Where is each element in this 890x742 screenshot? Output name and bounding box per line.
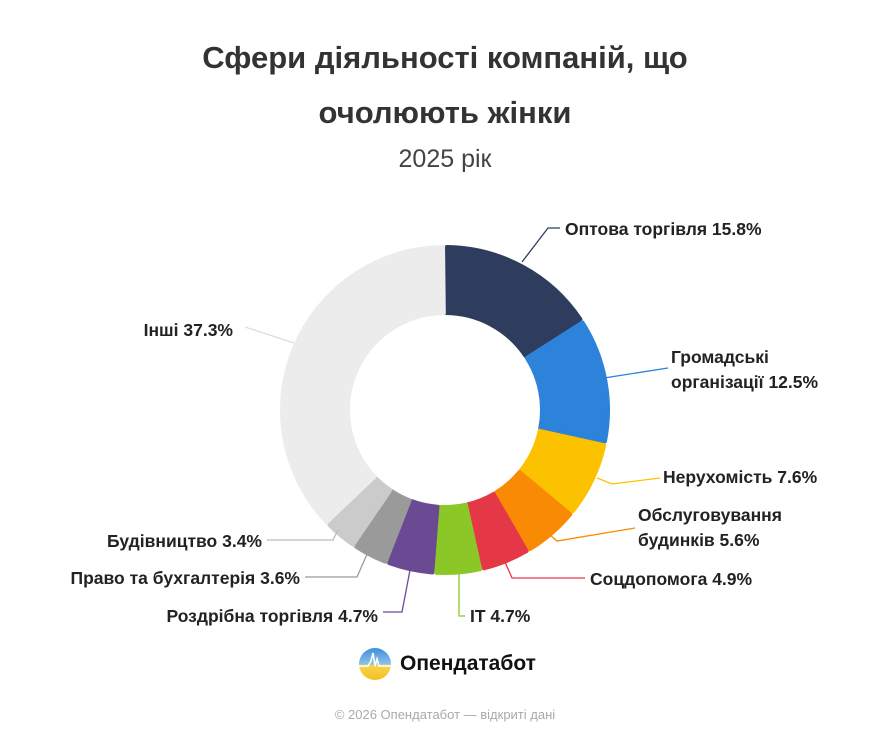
slice-громадські-організації <box>524 320 610 444</box>
label-ngo-line1: Громадські <box>671 347 769 367</box>
label-other: Інші 37.3% <box>143 320 233 340</box>
title-line-2: очолюють жінки <box>318 95 572 130</box>
label-real-estate: Нерухомість 7.6% <box>663 467 818 487</box>
slice-роздрібна-торгівля <box>387 499 440 575</box>
chart-title: Сфери діяльності компаній, що очолюють ж… <box>0 30 890 140</box>
leader-line-0 <box>521 227 560 263</box>
label-it: IT 4.7% <box>470 606 531 626</box>
title-line-1: Сфери діяльності компаній, що <box>202 40 688 75</box>
slice-право-та-бухгалтерія <box>354 489 412 564</box>
leader-line-6 <box>383 569 411 613</box>
slice-it <box>434 502 483 575</box>
slice-обслуговування-будинків <box>493 470 573 552</box>
slice-соцдопомога <box>466 491 529 571</box>
leader-line-4 <box>504 561 585 579</box>
label-social-aid: Соцдопомога 4.9% <box>590 569 753 589</box>
slice-оптова-торгівля <box>444 245 583 358</box>
leader-line-1 <box>603 367 669 379</box>
brand: Опендатабот <box>358 647 536 681</box>
slice-нерухомість <box>518 428 607 514</box>
leader-line-2 <box>596 477 661 485</box>
label-retail: Роздрібна торгівля 4.7% <box>166 606 378 626</box>
label-building-services-line1: Обслуговування <box>638 505 782 525</box>
footer-text: © 2026 Опендатабот — відкриті дані <box>334 707 556 722</box>
label-construction: Будівництво 3.4% <box>107 531 262 551</box>
leader-line-8 <box>267 529 339 541</box>
brand-name: Опендатабот <box>400 652 536 675</box>
slice-будівництво <box>327 476 393 547</box>
label-building-services: Обслуговування будинків 5.6% <box>638 503 782 553</box>
leader-line-5 <box>458 572 465 617</box>
leader-line-3 <box>549 527 636 542</box>
label-wholesale: Оптова торгівля 15.8% <box>565 219 762 239</box>
label-law-accounting: Право та бухгалтерія 3.6% <box>70 568 300 588</box>
slice-інші <box>280 245 446 525</box>
leader-line-9 <box>244 326 295 344</box>
leader-line-7 <box>305 551 369 578</box>
chart-subtitle: 2025 рік <box>398 145 492 173</box>
label-building-services-line2: будинків 5.6% <box>638 530 760 550</box>
label-ngo: Громадські організації 12.5% <box>671 345 818 395</box>
label-ngo-line2: організації 12.5% <box>671 372 819 392</box>
opendatabot-logo-icon <box>359 648 391 680</box>
